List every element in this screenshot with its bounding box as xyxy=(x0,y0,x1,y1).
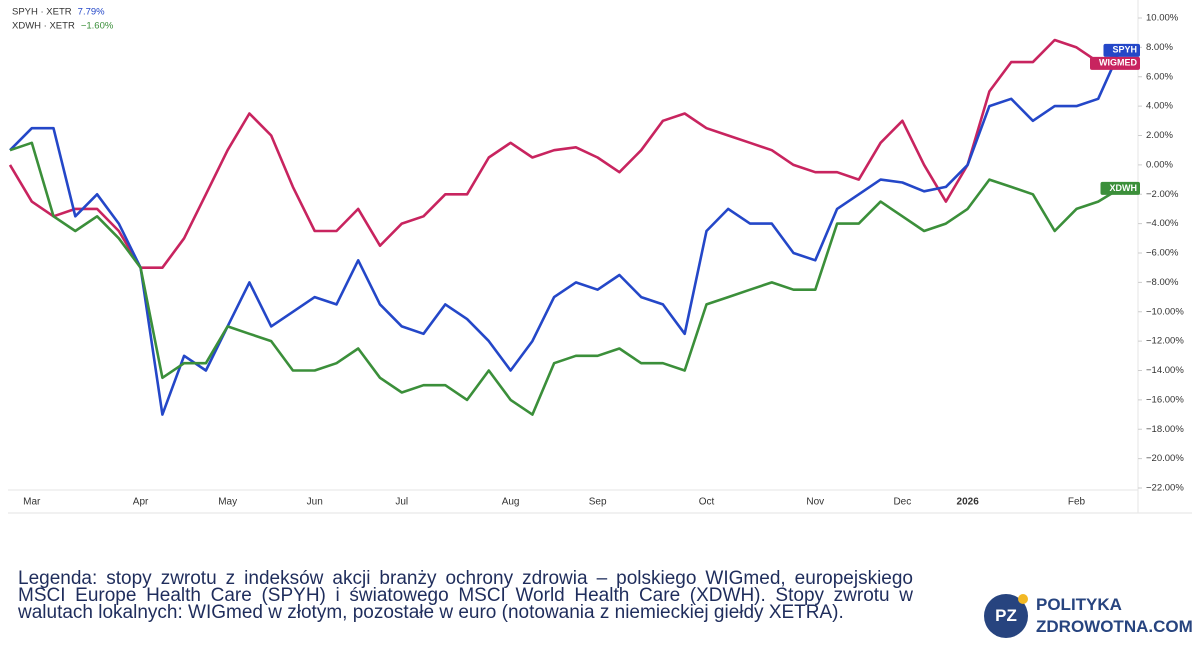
end-badge-box xyxy=(1103,43,1140,57)
logo-text: ZDROWOTNA.COM xyxy=(1036,617,1193,636)
caption: Legenda: stopy zwrotu z indeksów akcji b… xyxy=(18,570,913,623)
logo-text: POLITYKA xyxy=(1036,595,1122,614)
y-tick-label: −4.00% xyxy=(1146,218,1179,229)
y-tick-label: 2.00% xyxy=(1146,130,1173,141)
legend-label: XDWH · XETR xyxy=(12,21,75,32)
y-tick-label: −6.00% xyxy=(1146,248,1179,259)
legend-change: 7.79% xyxy=(78,7,105,18)
y-tick-label: −20.00% xyxy=(1146,453,1184,464)
x-tick-label: Oct xyxy=(699,497,715,508)
y-tick-label: −10.00% xyxy=(1146,306,1184,317)
x-tick-label: Jun xyxy=(307,497,323,508)
y-tick-label: −14.00% xyxy=(1146,365,1184,376)
end-badge-label: SPYH xyxy=(1112,45,1137,55)
x-tick-label: Dec xyxy=(893,497,911,508)
x-tick-label: Apr xyxy=(133,497,149,508)
x-tick-label: Nov xyxy=(806,497,824,508)
y-tick-label: −8.00% xyxy=(1146,277,1179,288)
y-tick-label: −18.00% xyxy=(1146,424,1184,435)
y-tick-label: 8.00% xyxy=(1146,42,1173,53)
chart: 10.00% 8.00% 6.00% 4.00% 2.00% 0.00% −2.00% −4.… xyxy=(8,0,1192,514)
y-tick-label: 4.00% xyxy=(1146,101,1173,112)
x-tick-label: Mar xyxy=(23,497,41,508)
x-tick-label: 2026 xyxy=(957,497,980,508)
end-badge-label: XDWH xyxy=(1110,183,1138,193)
legend-change: −1.60% xyxy=(81,21,114,32)
y-tick-label: −12.00% xyxy=(1146,336,1184,347)
legend-label: SPYH · XETR xyxy=(12,7,72,18)
end-badge-label: WIGMED xyxy=(1099,58,1137,68)
y-tick-label: 0.00% xyxy=(1146,159,1173,170)
y-tick-label: −16.00% xyxy=(1146,394,1184,405)
end-badge-box xyxy=(1090,56,1140,70)
x-tick-label: Aug xyxy=(502,497,520,508)
series-line xyxy=(9,141,1121,416)
end-badge-box xyxy=(1100,181,1140,195)
y-tick-label: −22.00% xyxy=(1146,483,1184,494)
x-tick-label: Sep xyxy=(589,497,607,508)
series-line xyxy=(8,38,1121,269)
x-tick-label: Jul xyxy=(395,497,408,508)
x-tick-label: Feb xyxy=(1068,497,1086,508)
y-tick-label: 6.00% xyxy=(1146,71,1173,82)
x-tick-label: May xyxy=(218,497,237,508)
y-tick-label: −2.00% xyxy=(1146,189,1179,200)
logo-dot xyxy=(1018,594,1028,604)
y-tick-label: 10.00% xyxy=(1146,13,1179,24)
